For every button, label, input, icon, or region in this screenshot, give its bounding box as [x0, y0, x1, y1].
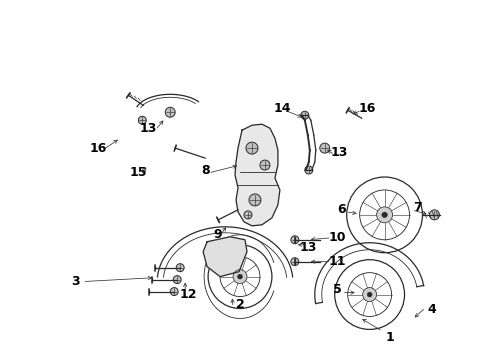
Circle shape: [233, 270, 246, 284]
Circle shape: [290, 236, 298, 244]
Text: 13: 13: [330, 145, 348, 159]
Text: 6: 6: [337, 203, 346, 216]
Circle shape: [300, 111, 308, 119]
Circle shape: [170, 288, 178, 296]
Circle shape: [165, 107, 175, 117]
Circle shape: [366, 292, 371, 297]
Circle shape: [362, 288, 376, 302]
Circle shape: [138, 116, 146, 124]
Circle shape: [245, 142, 258, 154]
Text: 16: 16: [358, 102, 376, 115]
Text: 4: 4: [426, 303, 435, 316]
Circle shape: [319, 143, 329, 153]
Circle shape: [176, 264, 184, 272]
Text: 13: 13: [139, 122, 157, 135]
Text: 8: 8: [201, 163, 209, 176]
Text: 10: 10: [328, 231, 346, 244]
Circle shape: [260, 160, 269, 170]
Circle shape: [244, 211, 251, 219]
Circle shape: [376, 207, 392, 223]
Text: 3: 3: [71, 275, 80, 288]
Circle shape: [290, 258, 298, 266]
Text: 7: 7: [412, 201, 421, 215]
Circle shape: [237, 274, 242, 279]
Text: 9: 9: [213, 228, 222, 241]
Text: 13: 13: [299, 241, 316, 254]
Text: 11: 11: [328, 255, 346, 268]
Polygon shape: [203, 237, 246, 276]
Circle shape: [304, 166, 312, 174]
Polygon shape: [235, 124, 279, 226]
Text: 12: 12: [179, 288, 197, 301]
Text: 1: 1: [385, 331, 393, 344]
Text: 16: 16: [89, 141, 107, 155]
Circle shape: [428, 210, 439, 220]
Circle shape: [173, 276, 181, 284]
Text: 14: 14: [273, 102, 290, 115]
Circle shape: [381, 212, 386, 218]
Text: 15: 15: [129, 166, 147, 179]
Text: 5: 5: [333, 283, 342, 296]
Text: 2: 2: [235, 298, 244, 311]
Circle shape: [228, 240, 237, 249]
Circle shape: [248, 194, 261, 206]
